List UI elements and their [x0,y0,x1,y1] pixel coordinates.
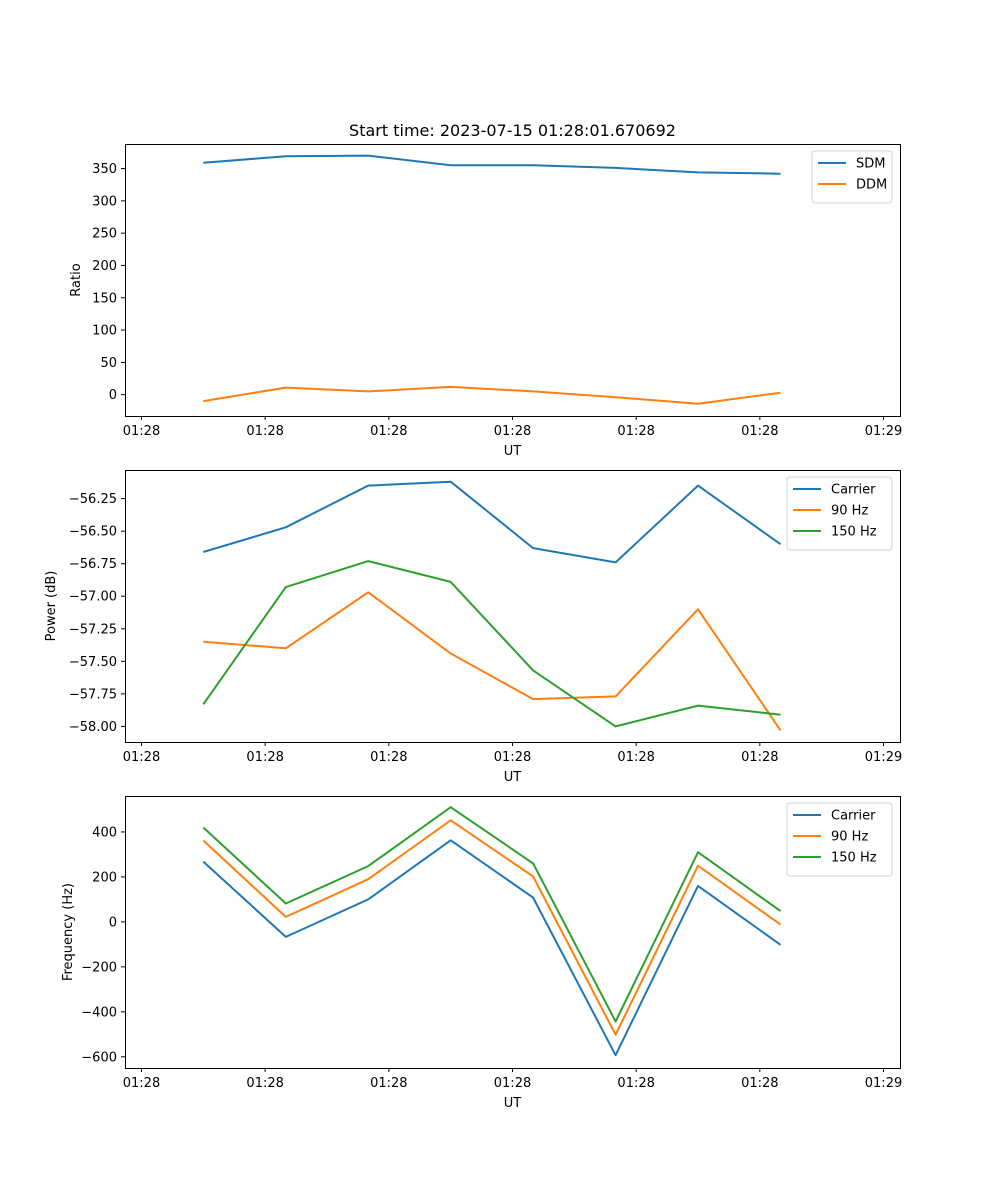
power-series-carrier [203,480,782,564]
frequency-x-tick-label: 01:28 [123,1076,160,1091]
power-y-axis-label: Power (dB) [44,571,59,642]
power-y-tick-label: −58.00 [69,720,117,735]
power-x-tick-label: 01:28 [123,750,160,765]
frequency-y-tick-label: −400 [81,1005,117,1020]
frequency-x-tick-label: 01:28 [741,1076,778,1091]
power-legend-label: 150 Hz [831,525,877,540]
frequency-y-tick-label: −600 [81,1050,117,1065]
figure-title: Start time: 2023-07-15 01:28:01.670692 [349,121,676,140]
frequency-x-tick-label: 01:28 [370,1076,407,1091]
ratio-legend-label: SDM [856,157,885,172]
power-x-tick-label: 01:28 [494,750,531,765]
ratio-x-tick-label: 01:28 [123,424,160,439]
power-legend-label: 90 Hz [831,504,868,519]
power-y-tick-label: −57.50 [69,655,117,670]
frequency-legend-label: 90 Hz [831,830,868,845]
ratio-y-tick-label: 300 [92,194,117,209]
power-x-tick-label: 01:28 [370,750,407,765]
ratio-series-ddm [203,385,781,405]
power-x-tick-label: 01:28 [246,750,283,765]
frequency-series-90-hz [202,819,782,1036]
ratio-x-tick-label: 01:28 [617,424,654,439]
power-y-tick-label: −56.75 [69,557,117,572]
frequency-x-tick-label: 01:29 [865,1076,902,1091]
ratio-y-axis-label: Ratio [69,263,84,296]
ratio-legend-label: DDM [856,178,887,193]
ratio-x-tick-label: 01:28 [494,424,531,439]
frequency-x-tick-label: 01:28 [494,1076,531,1091]
frequency-x-tick-label: 01:28 [246,1076,283,1091]
power-y-tick-label: −57.75 [69,687,117,702]
ratio-x-tick-label: 01:28 [741,424,778,439]
ratio-x-tick-label: 01:29 [865,424,902,439]
frequency-y-axis-label: Frequency (Hz) [61,883,76,981]
frequency-legend-label: Carrier [831,809,876,824]
frequency-y-tick-label: 0 [109,915,117,930]
power-series-90-hz [203,591,782,731]
power-y-tick-label: −56.25 [69,492,117,507]
power-x-tick-label: 01:28 [741,750,778,765]
ratio-legend: SDM DDM [811,150,893,204]
frequency-panel: 01:28 01:28 01:28 01:28 01:28 01:28 01:29 −600 −… [61,796,902,1111]
ratio-y-tick-label: 50 [100,356,117,371]
frequency-legend-label: 150 Hz [831,851,877,866]
ratio-y-tick-label: 200 [92,259,117,274]
frequency-series-150-hz [202,806,782,1023]
power-y-tick-label: −57.25 [69,622,117,637]
power-x-tick-label: 01:28 [617,750,654,765]
frequency-x-tick-label: 01:28 [617,1076,654,1091]
frequency-series-carrier [202,839,782,1057]
ratio-panel: 01:28 01:28 01:28 01:28 01:28 01:28 01:29 0 50 10… [69,144,902,459]
frequency-y-tick-label: 400 [92,825,117,840]
ratio-y-tick-label: 350 [92,162,117,177]
frequency-y-tick-label: 200 [92,870,117,885]
power-x-axis-label: UT [504,770,522,785]
power-legend-label: Carrier [831,483,876,498]
ratio-x-tick-label: 01:28 [370,424,407,439]
ratio-y-tick-label: 100 [92,324,117,339]
power-x-tick-label: 01:29 [865,750,902,765]
ratio-y-tick-label: 0 [109,388,117,403]
ratio-x-tick-label: 01:28 [246,424,283,439]
power-y-tick-label: −56.50 [69,525,117,540]
power-panel: 01:28 01:28 01:28 01:28 01:28 01:28 01:29 −58.0… [44,470,902,785]
ratio-y-tick-label: 150 [92,291,117,306]
frequency-y-tick-label: −200 [81,960,117,975]
ratio-series-sdm [203,154,781,175]
ratio-y-tick-label: 250 [92,227,117,242]
ratio-x-axis-label: UT [504,444,522,459]
power-series-150-hz [202,560,781,728]
power-legend: Carrier 90 Hz 150 Hz [786,476,893,551]
frequency-legend: Carrier 90 Hz 150 Hz [786,802,893,877]
frequency-x-axis-label: UT [504,1096,522,1111]
power-y-tick-label: −57.00 [69,590,117,605]
